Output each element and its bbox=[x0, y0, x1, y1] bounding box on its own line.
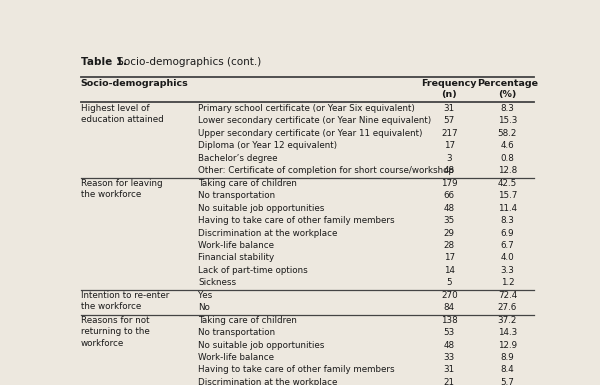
Text: 12.9: 12.9 bbox=[498, 341, 517, 350]
Text: 27.6: 27.6 bbox=[498, 303, 517, 312]
Text: 35: 35 bbox=[444, 216, 455, 225]
Text: 37.2: 37.2 bbox=[498, 316, 517, 325]
Text: Frequency
(n): Frequency (n) bbox=[422, 79, 477, 99]
Text: 58.2: 58.2 bbox=[498, 129, 517, 138]
Text: 72.4: 72.4 bbox=[498, 291, 517, 300]
Text: 6.9: 6.9 bbox=[500, 229, 514, 238]
Text: 5: 5 bbox=[446, 278, 452, 287]
Text: Highest level of
education attained: Highest level of education attained bbox=[80, 104, 163, 124]
Text: Socio-demographics: Socio-demographics bbox=[80, 79, 188, 88]
Text: 12.8: 12.8 bbox=[498, 166, 517, 175]
Text: 33: 33 bbox=[444, 353, 455, 362]
Text: 28: 28 bbox=[444, 241, 455, 250]
Text: Diploma (or Year 12 equivalent): Diploma (or Year 12 equivalent) bbox=[198, 141, 337, 151]
Text: 4.6: 4.6 bbox=[500, 141, 514, 151]
Text: Socio-demographics (cont.): Socio-demographics (cont.) bbox=[114, 57, 262, 67]
Text: 31: 31 bbox=[444, 104, 455, 113]
Text: 6.7: 6.7 bbox=[500, 241, 514, 250]
Text: 15.7: 15.7 bbox=[498, 191, 517, 200]
Text: 270: 270 bbox=[441, 291, 458, 300]
Text: 48: 48 bbox=[444, 341, 455, 350]
Text: Financial stability: Financial stability bbox=[198, 253, 274, 263]
Text: 8.3: 8.3 bbox=[500, 216, 514, 225]
Text: Lack of part-time options: Lack of part-time options bbox=[198, 266, 308, 275]
Text: Work-life balance: Work-life balance bbox=[198, 241, 274, 250]
Text: 42.5: 42.5 bbox=[498, 179, 517, 188]
Text: 29: 29 bbox=[444, 229, 455, 238]
Text: Reason for leaving
the workforce: Reason for leaving the workforce bbox=[80, 179, 162, 199]
Text: Having to take care of other family members: Having to take care of other family memb… bbox=[198, 365, 395, 375]
Text: 66: 66 bbox=[444, 191, 455, 200]
Text: Discrimination at the workplace: Discrimination at the workplace bbox=[198, 378, 338, 385]
Text: 8.3: 8.3 bbox=[500, 104, 514, 113]
Text: Other: Certificate of completion for short course/workshop: Other: Certificate of completion for sho… bbox=[198, 166, 454, 175]
Text: Yes: Yes bbox=[198, 291, 212, 300]
Text: No suitable job opportunities: No suitable job opportunities bbox=[198, 341, 325, 350]
Text: Primary school certificate (or Year Six equivalent): Primary school certificate (or Year Six … bbox=[198, 104, 415, 113]
Text: 3: 3 bbox=[446, 154, 452, 163]
Text: 3.3: 3.3 bbox=[500, 266, 514, 275]
Text: Intention to re-enter
the workforce: Intention to re-enter the workforce bbox=[80, 291, 169, 311]
Text: Taking care of children: Taking care of children bbox=[198, 179, 297, 188]
Text: Bachelor’s degree: Bachelor’s degree bbox=[198, 154, 278, 163]
Text: Sickness: Sickness bbox=[198, 278, 236, 287]
Text: No transportation: No transportation bbox=[198, 191, 275, 200]
Text: 14.3: 14.3 bbox=[498, 328, 517, 337]
Text: 15.3: 15.3 bbox=[498, 116, 517, 126]
Text: 5.7: 5.7 bbox=[500, 378, 514, 385]
Text: 17: 17 bbox=[444, 141, 455, 151]
Text: Having to take care of other family members: Having to take care of other family memb… bbox=[198, 216, 395, 225]
Text: 48: 48 bbox=[444, 204, 455, 213]
Text: No suitable job opportunities: No suitable job opportunities bbox=[198, 204, 325, 213]
Text: 0.8: 0.8 bbox=[500, 154, 514, 163]
Text: 31: 31 bbox=[444, 365, 455, 375]
Text: Percentage
(%): Percentage (%) bbox=[477, 79, 538, 99]
Text: 84: 84 bbox=[444, 303, 455, 312]
Text: Reasons for not
returning to the
workforce: Reasons for not returning to the workfor… bbox=[80, 316, 149, 348]
Text: 14: 14 bbox=[444, 266, 455, 275]
Text: 48: 48 bbox=[444, 166, 455, 175]
Text: Taking care of children: Taking care of children bbox=[198, 316, 297, 325]
Text: 217: 217 bbox=[441, 129, 458, 138]
Text: Upper secondary certificate (or Year 11 equivalent): Upper secondary certificate (or Year 11 … bbox=[198, 129, 423, 138]
Text: 57: 57 bbox=[444, 116, 455, 126]
Text: Table 1.: Table 1. bbox=[80, 57, 127, 67]
Text: 8.9: 8.9 bbox=[500, 353, 514, 362]
Text: 1.2: 1.2 bbox=[500, 278, 514, 287]
Text: 21: 21 bbox=[444, 378, 455, 385]
Text: 138: 138 bbox=[441, 316, 458, 325]
Text: 53: 53 bbox=[444, 328, 455, 337]
Text: 179: 179 bbox=[441, 179, 458, 188]
Text: 11.4: 11.4 bbox=[498, 204, 517, 213]
Text: 8.4: 8.4 bbox=[500, 365, 514, 375]
Text: Lower secondary certificate (or Year Nine equivalent): Lower secondary certificate (or Year Nin… bbox=[198, 116, 431, 126]
Text: 4.0: 4.0 bbox=[500, 253, 514, 263]
Text: 17: 17 bbox=[444, 253, 455, 263]
Text: No: No bbox=[198, 303, 210, 312]
Text: Work-life balance: Work-life balance bbox=[198, 353, 274, 362]
Text: No transportation: No transportation bbox=[198, 328, 275, 337]
Text: Discrimination at the workplace: Discrimination at the workplace bbox=[198, 229, 338, 238]
